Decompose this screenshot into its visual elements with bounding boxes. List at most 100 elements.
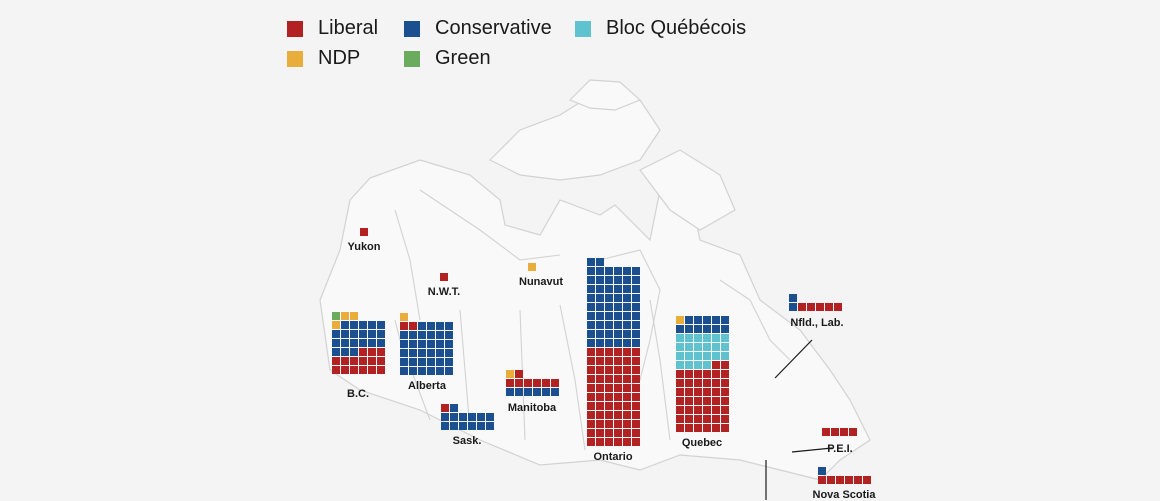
seat-conservative	[623, 294, 631, 302]
seat-conservative	[632, 276, 640, 284]
legend-label: Green	[435, 47, 491, 69]
seat-conservative	[418, 367, 426, 375]
seat-liberal	[614, 384, 622, 392]
province-label-bc: B.C.	[347, 388, 369, 400]
seat-bloc	[685, 352, 693, 360]
seat-liberal	[614, 393, 622, 401]
seat-bloc	[703, 352, 711, 360]
seat-liberal	[515, 379, 523, 387]
seat-liberal	[377, 366, 385, 374]
legend-swatch	[575, 20, 591, 37]
baffin-island	[639, 149, 736, 231]
seat-liberal	[605, 393, 613, 401]
seat-conservative	[400, 340, 408, 348]
province-label-ns: Nova Scotia	[812, 489, 876, 501]
legend-label: Conservative	[435, 17, 552, 39]
seat-liberal	[836, 476, 844, 484]
seat-conservative	[409, 367, 417, 375]
seat-liberal	[587, 420, 595, 428]
legend-item-conservative: Conservative	[404, 17, 552, 40]
seat-liberal	[685, 406, 693, 414]
seat-conservative	[623, 330, 631, 338]
legend: Liberal Conservative Bloc Québécois NDP Gree…	[0, 0, 1160, 80]
seat-conservative	[587, 294, 595, 302]
seat-liberal	[721, 388, 729, 396]
seat-liberal	[533, 379, 541, 387]
seat-conservative	[596, 321, 604, 329]
seat-liberal	[605, 375, 613, 383]
seat-conservative	[418, 340, 426, 348]
seat-liberal	[632, 429, 640, 437]
seat-liberal	[694, 388, 702, 396]
seat-conservative	[377, 321, 385, 329]
seat-conservative	[596, 330, 604, 338]
leader-nfld	[774, 339, 813, 379]
seat-conservative	[506, 388, 514, 396]
seat-bloc	[676, 352, 684, 360]
seat-conservative	[623, 339, 631, 347]
seat-conservative	[623, 285, 631, 293]
seat-conservative	[614, 285, 622, 293]
seat-conservative	[721, 316, 729, 324]
seat-bloc	[712, 352, 720, 360]
seat-conservative	[703, 325, 711, 333]
seat-bloc	[685, 343, 693, 351]
seat-liberal	[822, 428, 830, 436]
seat-conservative	[427, 358, 435, 366]
seat-conservative	[542, 388, 550, 396]
seat-conservative	[703, 316, 711, 324]
seat-liberal	[703, 370, 711, 378]
seat-conservative	[596, 294, 604, 302]
seat-liberal	[840, 428, 848, 436]
seat-liberal	[623, 366, 631, 374]
seat-liberal	[587, 366, 595, 374]
seat-liberal	[676, 370, 684, 378]
legend-item-bloc: Bloc Québécois	[575, 17, 746, 40]
seat-liberal	[515, 370, 523, 378]
border-quebec-labrador	[719, 279, 791, 361]
seat-conservative	[436, 331, 444, 339]
seat-bloc	[694, 352, 702, 360]
seat-liberal	[721, 415, 729, 423]
province-label-quebec: Quebec	[681, 437, 723, 449]
seat-liberal	[596, 429, 604, 437]
seat-liberal	[605, 384, 613, 392]
seat-conservative	[450, 422, 458, 430]
seat-conservative	[409, 340, 417, 348]
seat-ndp	[332, 321, 340, 329]
seat-liberal	[712, 397, 720, 405]
seat-conservative	[596, 267, 604, 275]
seat-conservative	[477, 422, 485, 430]
seat-liberal	[834, 303, 842, 311]
seat-liberal	[587, 438, 595, 446]
seat-liberal	[703, 379, 711, 387]
legend-label: Liberal	[318, 17, 379, 39]
seat-conservative	[587, 276, 595, 284]
seat-conservative	[418, 358, 426, 366]
seat-conservative	[350, 330, 358, 338]
seat-conservative	[623, 276, 631, 284]
seat-conservative	[721, 325, 729, 333]
seat-liberal	[831, 428, 839, 436]
seat-ndp	[528, 263, 536, 271]
seat-liberal	[596, 384, 604, 392]
arctic-islands	[488, 89, 661, 181]
seat-liberal	[605, 357, 613, 365]
seat-conservative	[587, 258, 595, 266]
seat-conservative	[694, 316, 702, 324]
seat-liberal	[685, 379, 693, 387]
seat-conservative	[441, 422, 449, 430]
seat-liberal	[623, 420, 631, 428]
province-label-sask: Sask.	[452, 435, 482, 447]
seat-conservative	[712, 316, 720, 324]
seat-conservative	[400, 358, 408, 366]
seat-conservative	[441, 413, 449, 421]
seat-liberal	[703, 415, 711, 423]
seat-ndp	[341, 312, 349, 320]
seat-liberal	[676, 379, 684, 387]
seat-conservative	[436, 322, 444, 330]
seat-bloc	[694, 343, 702, 351]
seat-conservative	[596, 303, 604, 311]
seat-liberal	[596, 375, 604, 383]
